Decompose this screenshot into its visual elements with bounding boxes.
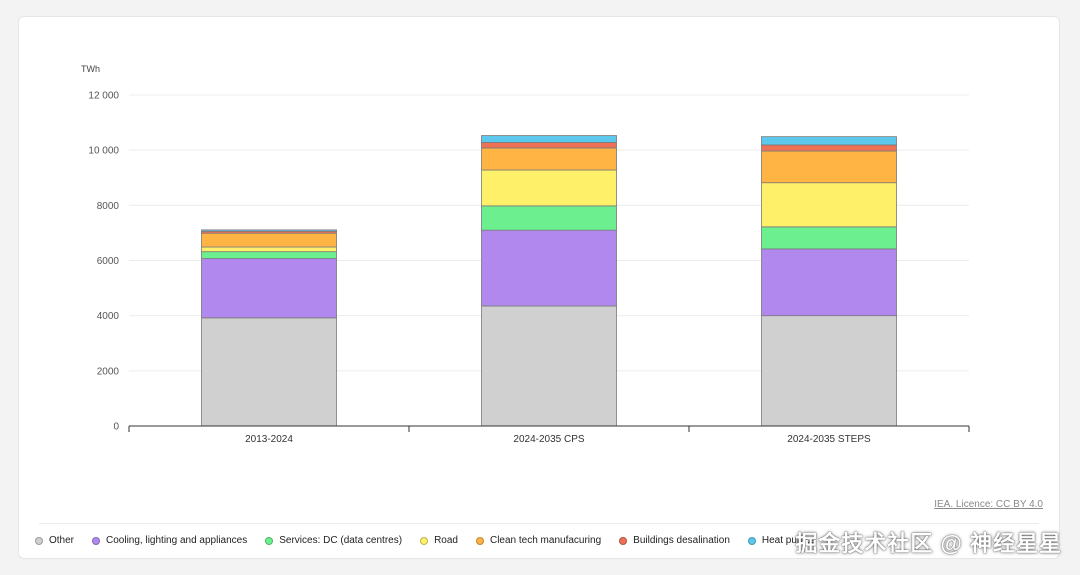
legend-item[interactable]: Other bbox=[35, 535, 74, 546]
bar-segment bbox=[201, 258, 337, 319]
legend-item[interactable]: Buildings desalination bbox=[619, 535, 730, 546]
y-tick-label: 4000 bbox=[97, 311, 120, 322]
x-tick-label: 2024-2035 CPS bbox=[513, 434, 584, 445]
legend-swatch-icon bbox=[92, 536, 101, 545]
legend-swatch-icon bbox=[35, 536, 43, 545]
legend-label: Buildings desalination bbox=[633, 535, 730, 546]
bar-segment bbox=[481, 205, 617, 231]
bar-segment bbox=[481, 229, 617, 307]
legend-item[interactable]: Services: DC (data centres) bbox=[265, 535, 402, 546]
x-axis: 2013-2024 2024-2035 CPS 2024-2035 STEPS bbox=[128, 425, 970, 445]
legend-label: Road bbox=[434, 535, 458, 546]
y-tick-label: 6000 bbox=[97, 256, 120, 267]
bar-segment bbox=[201, 246, 337, 253]
bars bbox=[201, 135, 897, 427]
legend-item[interactable]: Cooling, lighting and appliances bbox=[92, 535, 247, 546]
x-tick-label: 2024-2035 STEPS bbox=[787, 434, 871, 445]
legend-label: Clean tech manufacuring bbox=[489, 535, 602, 546]
legend-item[interactable]: Road bbox=[420, 535, 458, 546]
bar-segment bbox=[761, 226, 897, 250]
legend-divider bbox=[39, 523, 1039, 524]
y-axis-unit-label: TWh bbox=[81, 64, 100, 74]
legend-item[interactable]: Heat pumps bbox=[747, 535, 816, 546]
legend-swatch-icon bbox=[265, 536, 274, 545]
stacked-bar-chart: TWh 0 2000 4000 6000 8000 10 000 12 000 2013-2… bbox=[81, 64, 970, 445]
y-tick-label: 0 bbox=[113, 422, 119, 433]
bar-segment bbox=[761, 150, 897, 184]
y-tick-label: 12 000 bbox=[88, 91, 119, 102]
bar-segment bbox=[761, 248, 897, 317]
watermark-text: 掘金技术社区 @ 神经星星 bbox=[795, 531, 1062, 556]
bar-segment bbox=[201, 251, 337, 259]
legend-label: Other bbox=[49, 535, 75, 546]
legend-swatch-icon bbox=[475, 536, 484, 545]
bar-segment bbox=[481, 142, 617, 149]
bar-segment bbox=[481, 147, 617, 171]
legend-swatch-icon bbox=[619, 536, 628, 545]
legend-label: Services: DC (data centres) bbox=[279, 535, 403, 546]
bar-segment bbox=[481, 305, 617, 427]
bar-segment bbox=[761, 182, 897, 228]
legend-item[interactable]: Clean tech manufacuring bbox=[475, 535, 602, 546]
bar-segment bbox=[201, 317, 337, 427]
bar-segment bbox=[761, 315, 897, 427]
y-tick-label: 8000 bbox=[97, 201, 120, 212]
source-link[interactable]: IEA. Licence: CC BY 4.0 bbox=[934, 499, 1043, 510]
legend: Other Cooling, lighting and appliances Ser… bbox=[35, 535, 1059, 546]
chart-card: TWh 0 2000 4000 6000 8000 10 000 12 000 2013-2… bbox=[18, 16, 1060, 559]
y-tick-label: 10 000 bbox=[88, 146, 119, 157]
bar-segment bbox=[201, 232, 337, 248]
legend-swatch-icon bbox=[420, 536, 429, 545]
legend-swatch-icon bbox=[747, 536, 756, 545]
legend-label: Cooling, lighting and appliances bbox=[106, 535, 248, 546]
x-tick-label: 2013-2024 bbox=[245, 434, 293, 445]
y-tick-labels: 0 2000 4000 6000 8000 10 000 12 000 bbox=[88, 91, 119, 433]
bar-segment bbox=[761, 144, 897, 152]
y-tick-label: 2000 bbox=[97, 366, 120, 377]
bar-segment bbox=[761, 136, 897, 146]
bar-segment bbox=[481, 135, 617, 143]
bar-segment bbox=[201, 229, 337, 232]
bar-segment bbox=[481, 169, 617, 207]
legend-label: Heat pumps bbox=[761, 535, 816, 546]
